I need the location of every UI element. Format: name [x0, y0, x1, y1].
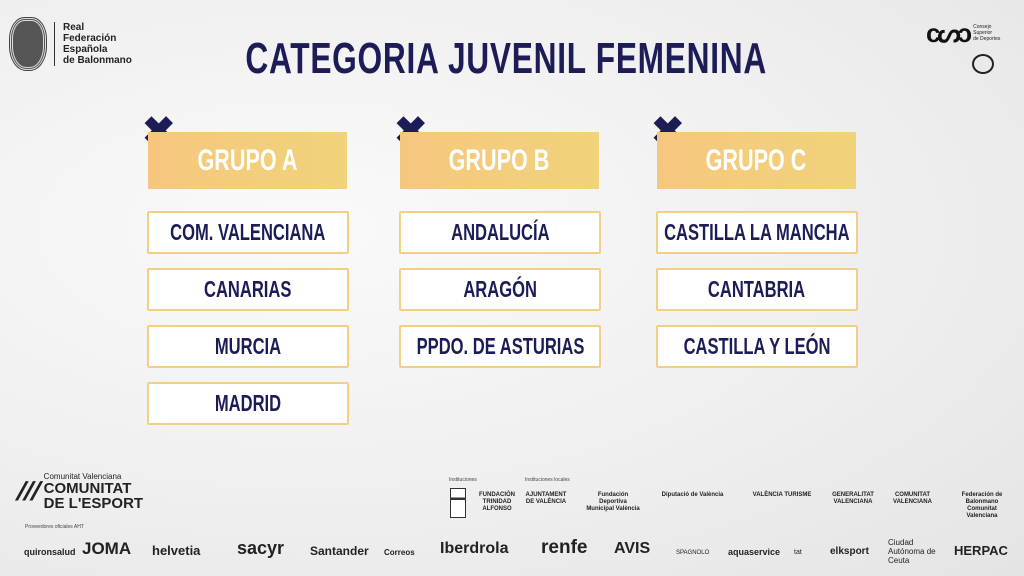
- sponsor-logo: Ciudad Autónoma de Ceuta: [888, 538, 936, 565]
- team-name: PPDO. DE ASTURIAS: [416, 333, 584, 359]
- institution-logo: VALÈNCIA TURISME: [752, 492, 812, 498]
- institution-logo: Fundación Deportiva Municipal València: [586, 492, 640, 512]
- team-name: ARAGÓN: [463, 276, 537, 302]
- rfeb-text: Real: [63, 22, 85, 33]
- team-name: MURCIA: [214, 333, 282, 359]
- csd-text: de Deportes: [973, 36, 1001, 42]
- institution-logo: GENERALITAT VALENCIANA: [832, 492, 874, 505]
- team-box: CANTABRIA: [656, 268, 858, 311]
- comunitat-esport-logo: /// Comunitat Valenciana COMUNITAT DE L'…: [13, 472, 144, 512]
- logo-text: COMUNITAT: [43, 480, 132, 497]
- team-name: CASTILLA Y LEÓN: [683, 333, 831, 359]
- team-name: CANTABRIA: [708, 276, 806, 302]
- rfeb-text: Española: [63, 44, 108, 55]
- team-name: ANDALUCÍA: [450, 219, 550, 245]
- proveedores-label: Proveedores oficiales AHT: [25, 524, 84, 530]
- team-name: COM. VALENCIANA: [170, 219, 326, 245]
- logo-text: Comunitat Valenciana: [43, 472, 122, 481]
- team-box: ARAGÓN: [399, 268, 601, 311]
- team-box: CASTILLA Y LEÓN: [656, 325, 858, 368]
- sponsor-logo: elksport: [830, 546, 869, 557]
- team-box: ANDALUCÍA: [399, 211, 601, 254]
- rfeb-text: de Balonmano: [63, 55, 132, 66]
- team-box: CANARIAS: [147, 268, 349, 311]
- rfeb-text: Federación: [63, 33, 117, 44]
- group-label: GRUPO A: [197, 143, 298, 177]
- sponsor-logo: SPAGNOLO: [676, 550, 710, 556]
- instituciones-locales-label: Instituciones locales: [525, 477, 570, 483]
- institution-logo: FUNDACIÓN TRINIDAD ALFONSO: [479, 492, 515, 512]
- sponsor-logo: AVIS: [614, 540, 651, 557]
- coe-logo-icon: [450, 488, 466, 518]
- institution-logo: Diputació de València: [661, 492, 724, 498]
- sponsor-logo: HERPAC: [954, 543, 1008, 558]
- team-name: CASTILLA LA MANCHA: [664, 219, 850, 245]
- team-name: CANARIAS: [204, 276, 292, 302]
- group-label: GRUPO B: [449, 143, 550, 177]
- team-box: MADRID: [147, 382, 349, 425]
- crest-icon: [10, 18, 46, 70]
- institution-logo: Federación de Balonmano Comunitat Valenc…: [961, 492, 1003, 519]
- csd-icon: cᔕɔ: [926, 18, 972, 48]
- group-header: GRUPO B: [400, 132, 599, 189]
- institution-logo: AJUNTAMENT DE VALÈNCIA: [525, 492, 567, 505]
- sponsor-logo: quironsalud: [24, 547, 76, 557]
- group-label: GRUPO C: [706, 143, 807, 177]
- page-title-text: CATEGORIA JUVENIL FEMENINA: [245, 34, 767, 83]
- institution-logo: COMUNITAT VALENCIANA: [893, 492, 932, 505]
- sponsor-logo: JOMA: [82, 539, 132, 558]
- team-box: PPDO. DE ASTURIAS: [399, 325, 601, 368]
- csd-text: Consejo: [973, 24, 992, 30]
- sponsor-logo: aquaservice: [728, 547, 781, 557]
- csd-text: Superior: [973, 30, 993, 36]
- page-title: CATEGORIA JUVENIL FEMENINA: [0, 34, 1012, 84]
- team-name: MADRID: [214, 390, 282, 416]
- sponsor-logo: tat: [794, 549, 802, 556]
- csd-logo: cᔕɔ Consejo Superior de Deportes: [926, 18, 1000, 48]
- team-box: MURCIA: [147, 325, 349, 368]
- sponsor-logo: helvetia: [152, 543, 201, 558]
- sponsor-logo: Santander: [310, 544, 369, 558]
- group-header: GRUPO A: [148, 132, 347, 189]
- divider: [54, 22, 55, 66]
- university-logo-icon: [972, 54, 994, 74]
- sponsor-logo: renfe: [541, 537, 588, 558]
- sponsor-logo: Iberdrola: [440, 540, 509, 557]
- instituciones-label: Instituciones: [449, 477, 477, 483]
- sponsor-logo: sacyr: [237, 538, 285, 558]
- logo-text: DE L'ESPORT: [43, 495, 144, 512]
- rfebm-logo: Real Federación Española de Balonmano: [10, 18, 132, 70]
- stripes-icon: ///: [12, 476, 46, 506]
- team-box: COM. VALENCIANA: [147, 211, 349, 254]
- team-box: CASTILLA LA MANCHA: [656, 211, 858, 254]
- sponsor-logo: Correos: [384, 548, 415, 557]
- group-header: GRUPO C: [657, 132, 856, 189]
